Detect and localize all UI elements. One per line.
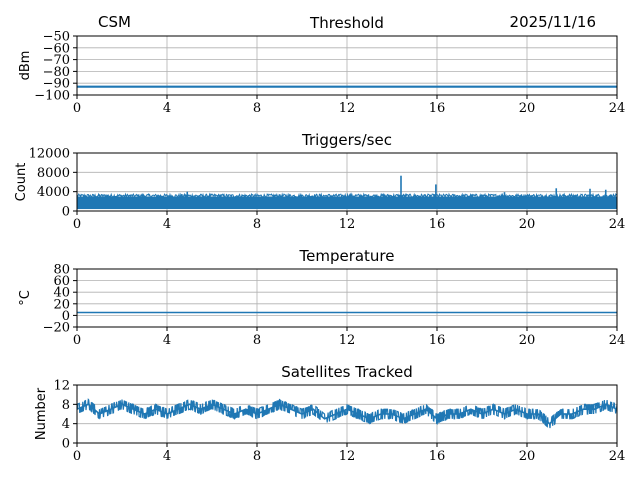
series-noise-top: [76, 192, 618, 200]
x-tick-label: 0: [73, 101, 81, 116]
y-tick-label: 4: [62, 417, 70, 432]
x-tick-label: 16: [429, 449, 446, 464]
y-tick-label: 0: [62, 205, 70, 220]
x-tick-label: 12: [339, 333, 356, 348]
y-tick-label: 20: [53, 297, 70, 312]
chart-title: Temperature: [298, 247, 394, 265]
series-dense-band: [77, 196, 617, 210]
x-tick-label: 24: [609, 101, 626, 116]
y-tick-label: −90: [43, 77, 70, 92]
x-tick-label: 24: [609, 217, 626, 232]
y-tick-label: 8000: [37, 166, 70, 181]
y-tick-label: 80: [53, 263, 70, 278]
x-tick-label: 12: [339, 101, 356, 116]
x-tick-label: 12: [339, 217, 356, 232]
y-tick-label: 8: [62, 398, 70, 413]
x-tick-label: 4: [163, 217, 171, 232]
x-tick-label: 24: [609, 449, 626, 464]
x-tick-label: 0: [73, 217, 81, 232]
x-tick-label: 4: [163, 333, 171, 348]
x-tick-label: 0: [73, 333, 81, 348]
y-axis-label: dBm: [18, 51, 33, 81]
x-tick-label: 16: [429, 217, 446, 232]
x-tick-label: 4: [163, 449, 171, 464]
x-tick-label: 8: [253, 449, 261, 464]
y-tick-label: 12000: [29, 147, 70, 162]
y-tick-label: −80: [43, 65, 70, 80]
y-tick-label: 40: [53, 286, 70, 301]
y-axis-label: °C: [18, 290, 33, 306]
x-tick-label: 8: [253, 217, 261, 232]
x-tick-label: 16: [429, 333, 446, 348]
chart-title: Triggers/sec: [301, 131, 392, 149]
chart-title: Threshold: [309, 14, 384, 32]
x-tick-label: 20: [519, 449, 536, 464]
x-tick-label: 20: [519, 101, 536, 116]
y-axis-label: Count: [14, 163, 29, 202]
y-tick-label: −20: [43, 321, 70, 336]
x-tick-label: 8: [253, 333, 261, 348]
x-tick-label: 24: [609, 333, 626, 348]
y-tick-label: −100: [34, 89, 70, 104]
x-tick-label: 16: [429, 101, 446, 116]
header-station-label: CSM: [98, 13, 131, 31]
x-tick-label: 0: [73, 449, 81, 464]
y-tick-label: −60: [43, 41, 70, 56]
header-date-label: 2025/11/16: [509, 13, 596, 31]
x-tick-label: 4: [163, 101, 171, 116]
x-tick-label: 8: [253, 101, 261, 116]
series-noise-line: [76, 398, 618, 429]
x-tick-label: 12: [339, 449, 356, 464]
y-axis-label: Number: [34, 387, 49, 440]
y-tick-label: −50: [43, 30, 70, 45]
y-tick-label: 0: [62, 309, 70, 324]
y-tick-label: 4000: [37, 185, 70, 200]
x-tick-label: 20: [519, 333, 536, 348]
y-tick-label: 12: [53, 379, 70, 394]
y-tick-label: −70: [43, 53, 70, 68]
chart-title: Satellites Tracked: [281, 363, 412, 381]
y-tick-label: 0: [62, 437, 70, 452]
y-tick-label: 60: [53, 274, 70, 289]
x-tick-label: 20: [519, 217, 536, 232]
